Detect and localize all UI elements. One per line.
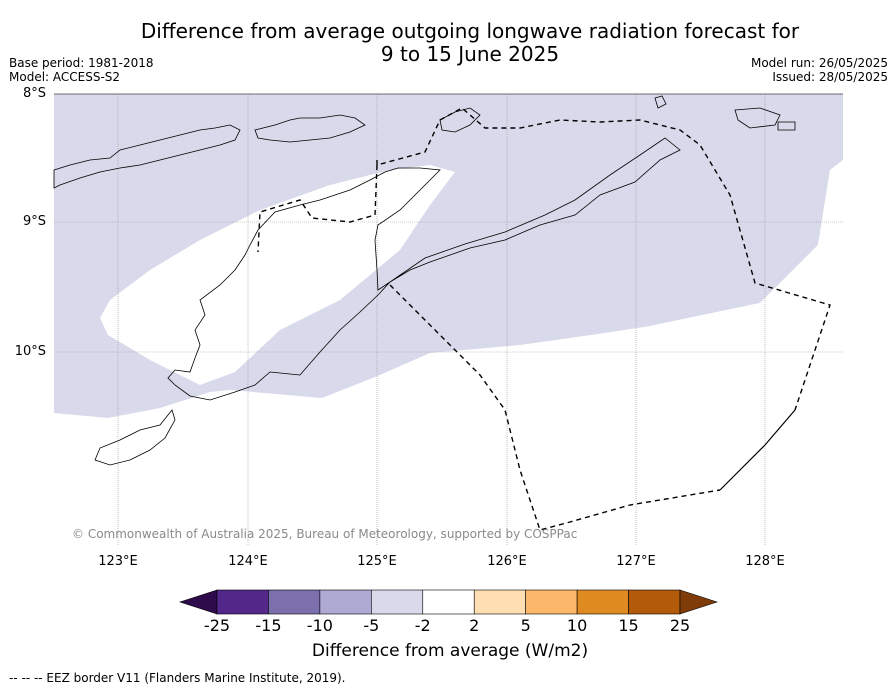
colorbar-tick-label: -25 (203, 616, 231, 635)
lat-label-8s: 8°S (22, 86, 46, 101)
colorbar-swatch (422, 589, 475, 615)
colorbar-swatch (525, 589, 578, 615)
colorbar-tick-label: -15 (255, 616, 282, 635)
flores-coastline (53, 124, 241, 189)
eez-border (257, 107, 831, 531)
eez-footer-note: -- -- -- EEZ border V11 (Flanders Marine… (9, 671, 346, 685)
eez-border-north (376, 107, 831, 411)
colorbar-tick-label: 10 (566, 616, 588, 635)
colorbar-tick-label: 25 (669, 616, 691, 635)
colorbar-swatch (268, 589, 321, 615)
anomaly-shading (54, 94, 843, 546)
white-gap-west (100, 165, 455, 385)
lon-label-127e: 127°E (616, 554, 656, 569)
leti-coastline (734, 107, 781, 129)
meta-right: Model run: 26/05/2025 Issued: 28/05/2025 (751, 56, 888, 84)
colorbar-tick-label: -2 (414, 616, 431, 635)
lon-label-125e: 125°E (357, 554, 397, 569)
timor-coastline (167, 137, 681, 401)
model-run: Model run: 26/05/2025 (750, 56, 888, 70)
white-gap-east (560, 160, 843, 546)
kisar-coastline (654, 95, 667, 109)
colorbar-swatch (628, 589, 681, 615)
title-line-2: 9 to 15 June 2025 (380, 42, 560, 66)
colorbar-swatch (473, 589, 526, 615)
title-line-1: Difference from average outgoing longwav… (140, 19, 800, 43)
colorbar-tick-label: 5 (520, 616, 531, 635)
colorbar-tick-label: -10 (306, 616, 333, 635)
colorbar-label: Difference from average (W/m2) (311, 641, 589, 661)
lat-label-10s: 10°S (14, 344, 46, 359)
wetar-coastline (439, 107, 481, 133)
base-period: Base period: 1981-2018 (9, 56, 154, 70)
moa-coastline (777, 121, 796, 131)
colorbar-tick-label: 15 (618, 616, 639, 635)
chart-title: Difference from average outgoing longwav… (110, 20, 830, 66)
timor-sea-boundary (719, 409, 796, 491)
colorbar-tick-label: 2 (469, 616, 480, 635)
colorbar-swatches (179, 589, 718, 615)
lon-label-126e: 126°E (487, 554, 527, 569)
colorbar-swatch (576, 589, 629, 615)
rote-coastline (94, 409, 176, 466)
lon-label-128e: 128°E (745, 554, 785, 569)
meta-left: Base period: 1981-2018 Model: ACCESS-S2 (9, 56, 154, 84)
colorbar-swatch (216, 589, 269, 615)
colorbar-arrow-high (679, 589, 718, 615)
colorbar-swatch (371, 589, 424, 615)
copyright-notice: © Commonwealth of Australia 2025, Bureau… (72, 527, 578, 541)
lat-label-9s: 9°S (22, 214, 46, 229)
model-name: Model: ACCESS-S2 (9, 70, 121, 84)
coastlines (53, 95, 796, 466)
colorbar-swatch (319, 589, 372, 615)
colorbar-arrow-low (179, 589, 218, 615)
colorbar-tick-label: -5 (363, 616, 380, 635)
eez-border-south (389, 284, 721, 531)
issued-date: Issued: 28/05/2025 (772, 70, 888, 84)
lon-label-124e: 124°E (228, 554, 268, 569)
lon-label-123e: 123°E (98, 554, 138, 569)
alor-coastline (254, 114, 366, 143)
